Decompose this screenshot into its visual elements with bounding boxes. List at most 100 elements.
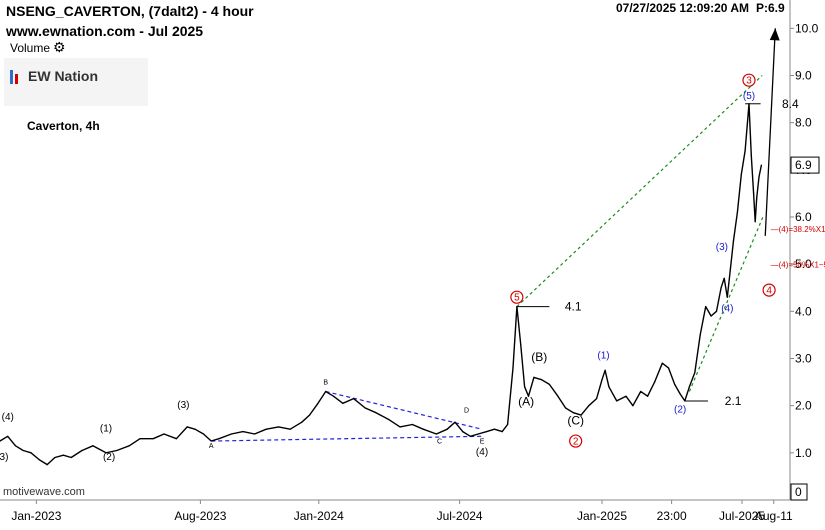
y-tick-label: 1.0 xyxy=(795,446,812,460)
price-point xyxy=(308,414,311,416)
price-point xyxy=(230,433,232,435)
price-point xyxy=(388,419,390,421)
price-point xyxy=(524,386,526,388)
wave-label: (3) xyxy=(0,452,8,463)
price-point xyxy=(601,379,603,381)
price-point xyxy=(332,395,335,397)
price-point xyxy=(325,390,327,393)
price-point xyxy=(625,395,627,397)
price-point xyxy=(688,386,691,388)
price-point xyxy=(116,449,118,452)
x-tick-label: Jan-2023 xyxy=(11,509,61,523)
level-annotation: 4.1 xyxy=(565,300,582,314)
price-series-line xyxy=(0,103,763,466)
price-tag: 6.9 xyxy=(795,158,812,172)
watermark: motivewave.com xyxy=(3,486,85,498)
x-tick-label: Aug-11 xyxy=(755,509,793,523)
price-point xyxy=(469,435,472,437)
site-subtitle: www.ewnation.com - Jul 2025 xyxy=(6,23,204,39)
price-point xyxy=(740,173,742,176)
price-point xyxy=(516,306,518,308)
price-point xyxy=(640,390,642,393)
price-point xyxy=(736,211,738,213)
y-tick-label: 5.0 xyxy=(795,257,812,271)
chart-label: Caverton, 4h xyxy=(27,119,100,133)
price-point xyxy=(506,423,509,426)
price-point xyxy=(399,426,401,428)
wave-label: E xyxy=(480,438,485,445)
timestamp: 07/27/2025 12:09:20 AM xyxy=(616,1,749,15)
price-point xyxy=(253,433,256,435)
price-point xyxy=(175,438,178,440)
wave-label-red: 5 xyxy=(514,293,520,304)
price-point xyxy=(754,221,756,223)
price-point xyxy=(753,192,755,194)
price-point xyxy=(756,197,758,199)
price-point xyxy=(194,428,196,430)
level-annotation: 2.1 xyxy=(725,394,742,408)
price-point xyxy=(661,362,663,364)
y-tick-label: 3.0 xyxy=(795,351,812,365)
price-point xyxy=(493,428,496,430)
wave-label: (4) xyxy=(476,447,488,458)
price-point xyxy=(152,438,154,440)
price-point xyxy=(81,449,83,452)
volume-label[interactable]: Volume xyxy=(10,41,51,55)
price-point xyxy=(647,395,649,397)
price-point xyxy=(353,397,355,400)
price-point xyxy=(557,395,559,397)
price-point xyxy=(454,421,456,423)
price-point xyxy=(705,306,707,308)
price-point xyxy=(710,315,712,317)
wave-circle xyxy=(510,290,524,304)
x-tick-label: Jan-2025 xyxy=(577,509,627,523)
logo-icon xyxy=(10,70,18,84)
channel-lower-line xyxy=(688,216,764,392)
price-point xyxy=(277,426,280,428)
y-tick-label: 10.0 xyxy=(795,21,819,35)
projection-arrow-head xyxy=(769,28,780,41)
fib-annotation: —(4)=38.2%X1~5.77 xyxy=(771,225,825,234)
wave-label-red: 2 xyxy=(573,437,579,448)
price-point xyxy=(533,376,535,378)
wave-label-blue: (4) xyxy=(721,303,733,314)
price-point xyxy=(726,296,728,298)
price-point xyxy=(30,452,32,454)
wave-label: (4) xyxy=(2,412,14,423)
wave-label-red: 4 xyxy=(766,286,772,297)
price-point xyxy=(411,423,414,426)
price-point xyxy=(732,239,735,242)
wave-label-blue: (1) xyxy=(597,350,609,361)
price-point xyxy=(105,452,107,454)
x-tick-label: 23:00 xyxy=(657,509,687,523)
wave-label: (1) xyxy=(100,424,112,435)
price-point xyxy=(750,155,752,157)
projection-arrow-line xyxy=(764,28,776,236)
price-point xyxy=(289,428,291,430)
price-point xyxy=(760,164,762,166)
price-point xyxy=(572,412,574,414)
x-tick-label: Aug-2023 xyxy=(174,509,226,523)
wave-label: D xyxy=(464,408,469,415)
price-point xyxy=(720,287,722,289)
price-point xyxy=(435,433,437,435)
price-point xyxy=(632,405,634,407)
y-tick-label: 9.0 xyxy=(795,68,812,82)
price-point xyxy=(54,456,56,459)
wave-circle xyxy=(742,73,756,87)
price-point xyxy=(477,433,479,435)
wave-label: (3) xyxy=(177,400,189,411)
price-point xyxy=(527,395,530,397)
logo: EW Nation xyxy=(4,58,148,106)
price-point xyxy=(265,428,267,430)
price-point xyxy=(0,440,1,442)
price-point xyxy=(342,402,344,404)
volume-tag: 0 xyxy=(795,485,802,499)
wave-circle xyxy=(569,434,583,448)
y-tick-label: 6.0 xyxy=(795,210,812,224)
gear-icon[interactable]: ⚙ xyxy=(53,39,66,55)
wave-label: A xyxy=(209,443,214,450)
price-point xyxy=(541,379,543,381)
wave-label-red: 3 xyxy=(746,76,752,87)
price-point xyxy=(38,459,41,461)
